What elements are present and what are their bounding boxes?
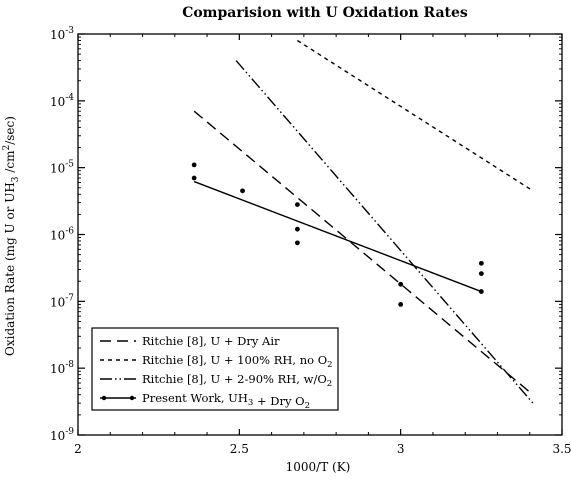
legend-text-subscript: 2 [327, 360, 332, 370]
legend-text-subscript: 2 [327, 379, 332, 389]
legend-text-part: Ritchie [8], U + 100% RH, no [142, 353, 318, 367]
y-axis-label-part: 2 [2, 145, 12, 151]
legend-text-part: UH [228, 391, 248, 405]
data-point [191, 162, 197, 168]
y-tick-label-exponent: -4 [65, 93, 74, 103]
y-tick-label-base: 10 [50, 229, 65, 243]
data-point [478, 289, 484, 294]
y-tick-label-base: 10 [50, 28, 65, 42]
y-tick-label: 10-5 [50, 160, 74, 176]
y-tick-label-exponent: -7 [65, 293, 74, 303]
x-axis-label: 1000/T (K) [286, 460, 351, 474]
y-tick-label: 10-4 [50, 93, 74, 109]
x-tick-label: 3 [397, 442, 405, 456]
x-tick-label: 2 [74, 442, 82, 456]
legend-text-part: O [295, 394, 304, 408]
y-tick-label: 10-9 [50, 427, 74, 443]
data-point [240, 188, 245, 194]
legend-text-part: O [318, 353, 327, 367]
legend-label-2: Ritchie [8], U + 100% RH, no O2 [142, 353, 333, 370]
legend-text-part: + Dry [253, 394, 295, 408]
y-tick-label-exponent: -5 [65, 160, 74, 170]
legend-text-part: O [317, 372, 326, 386]
series-line-2 [297, 39, 534, 192]
data-point [191, 175, 197, 181]
y-axis-label-part: /sec) [3, 116, 17, 145]
legend-label-1: Ritchie [8], U + Dry Air [142, 334, 280, 348]
series-line-1 [193, 110, 534, 396]
data-point [295, 240, 300, 246]
y-tick-label-exponent: -8 [65, 360, 74, 370]
plot-area: 2 2.5 3 3.510-910-810-710-610-510-410-3Ritc… [50, 26, 571, 456]
y-tick-label-exponent: -9 [65, 427, 74, 437]
data-point [478, 271, 484, 276]
x-tick-label: 3.5 [552, 442, 571, 456]
series-line-4 [193, 180, 482, 293]
y-tick-label-exponent: -6 [65, 227, 74, 237]
legend-label-4: Present Work, UH3 + Dry O2 [142, 391, 310, 411]
legend-text-subscript: 2 [305, 401, 310, 411]
y-tick-label-base: 10 [50, 429, 65, 443]
y-axis-label-part: /cm [3, 150, 17, 177]
y-tick-label: 10-7 [50, 293, 74, 309]
data-point [398, 301, 404, 307]
data-point [295, 202, 300, 208]
data-point [398, 281, 404, 287]
legend-text-part: Ritchie [8], U + 2-90% RH, w/ [142, 372, 317, 386]
y-axis-label-text: Oxidation Rate (mg U or UH3 /cm2/sec) [2, 116, 21, 356]
y-tick-label-base: 10 [50, 162, 65, 176]
legend-text-part: Present Work, [142, 391, 228, 405]
legend-point [101, 395, 107, 401]
y-tick-label: 10-6 [50, 227, 74, 243]
y-axis-label: Oxidation Rate (mg U or UH3 /cm2/sec) [2, 116, 21, 356]
series-line-3 [235, 60, 534, 404]
y-axis-label-part: 3 [11, 176, 21, 182]
chart-title: Comparision with U Oxidation Rates [182, 5, 468, 21]
y-tick-label-base: 10 [50, 295, 65, 309]
data-point [295, 226, 300, 232]
x-tick-label: 2.5 [230, 442, 249, 456]
legend-text-part: Ritchie [8], U + Dry Air [142, 334, 280, 348]
y-tick-label-base: 10 [50, 95, 65, 109]
y-tick-label: 10-3 [50, 26, 74, 42]
data-point [478, 260, 484, 266]
legend-label-3: Ritchie [8], U + 2-90% RH, w/O2 [142, 372, 332, 389]
y-tick-label-exponent: -3 [65, 26, 74, 36]
y-tick-label: 10-8 [50, 360, 74, 376]
legend-point [129, 395, 135, 401]
legend-text-subscript: 3 [248, 398, 253, 408]
y-tick-label-base: 10 [50, 362, 65, 376]
y-axis-label-part: Oxidation Rate (mg U or UH [3, 182, 17, 356]
